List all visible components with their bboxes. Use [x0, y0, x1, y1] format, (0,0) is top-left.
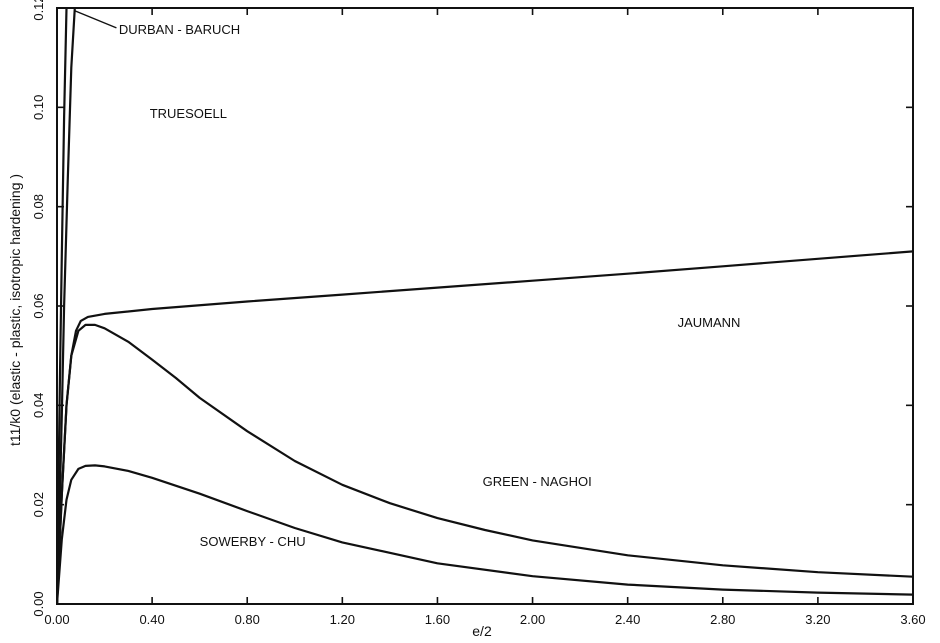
x-tick-label: 2.80 — [710, 612, 735, 627]
x-tick-label: 1.60 — [425, 612, 450, 627]
x-tick-label: 1.20 — [330, 612, 355, 627]
x-tick-label: 2.40 — [615, 612, 640, 627]
plot-area: 0.00 0.40 0.80 1.20 1.60 2.00 2.40 2.80 3.20 3.60… — [31, 0, 926, 627]
annotation-sowerby-chu: SOWERBY - CHU — [200, 534, 306, 549]
y-tick-label: 0.06 — [31, 293, 46, 318]
annotation-jaumann: JAUMANN — [678, 315, 741, 330]
series-line-durban-baruch — [57, 8, 76, 604]
annotation-durban-baruch: DURBAN - BARUCH — [119, 22, 240, 37]
y-tick-label: 0.04 — [31, 393, 46, 418]
series-line-sowerby-chu — [57, 464, 913, 604]
series-line-green-naghdi — [57, 323, 913, 604]
x-axis-title: e/2 — [472, 623, 492, 639]
x-tick-label: 3.20 — [805, 612, 830, 627]
annotation-leader-durban-baruch — [73, 9, 117, 29]
series-line-truesdell — [57, 8, 68, 604]
series-line-jaumann — [57, 250, 913, 604]
y-tick-label: 0.00 — [31, 591, 46, 616]
annotation-truesoell: TRUESOELL — [150, 106, 227, 121]
y-tick-label: 0.02 — [31, 492, 46, 517]
x-tick-label: 2.00 — [520, 612, 545, 627]
y-axis-title: t11/k0 (elastic - plastic, isotropic har… — [7, 174, 23, 446]
x-tick-label: 3.60 — [900, 612, 925, 627]
annotation-green-naghoi: GREEN - NAGHOI — [483, 474, 592, 489]
y-tick-label: 0.12 — [31, 0, 46, 21]
y-tick-label: 0.08 — [31, 194, 46, 219]
y-tick-label: 0.10 — [31, 95, 46, 120]
x-tick-label: 0.80 — [235, 612, 260, 627]
x-tick-label: 0.00 — [44, 612, 69, 627]
x-tick-label: 0.40 — [139, 612, 164, 627]
y-axis-title-group: t11/k0 (elastic - plastic, isotropic har… — [7, 174, 23, 446]
